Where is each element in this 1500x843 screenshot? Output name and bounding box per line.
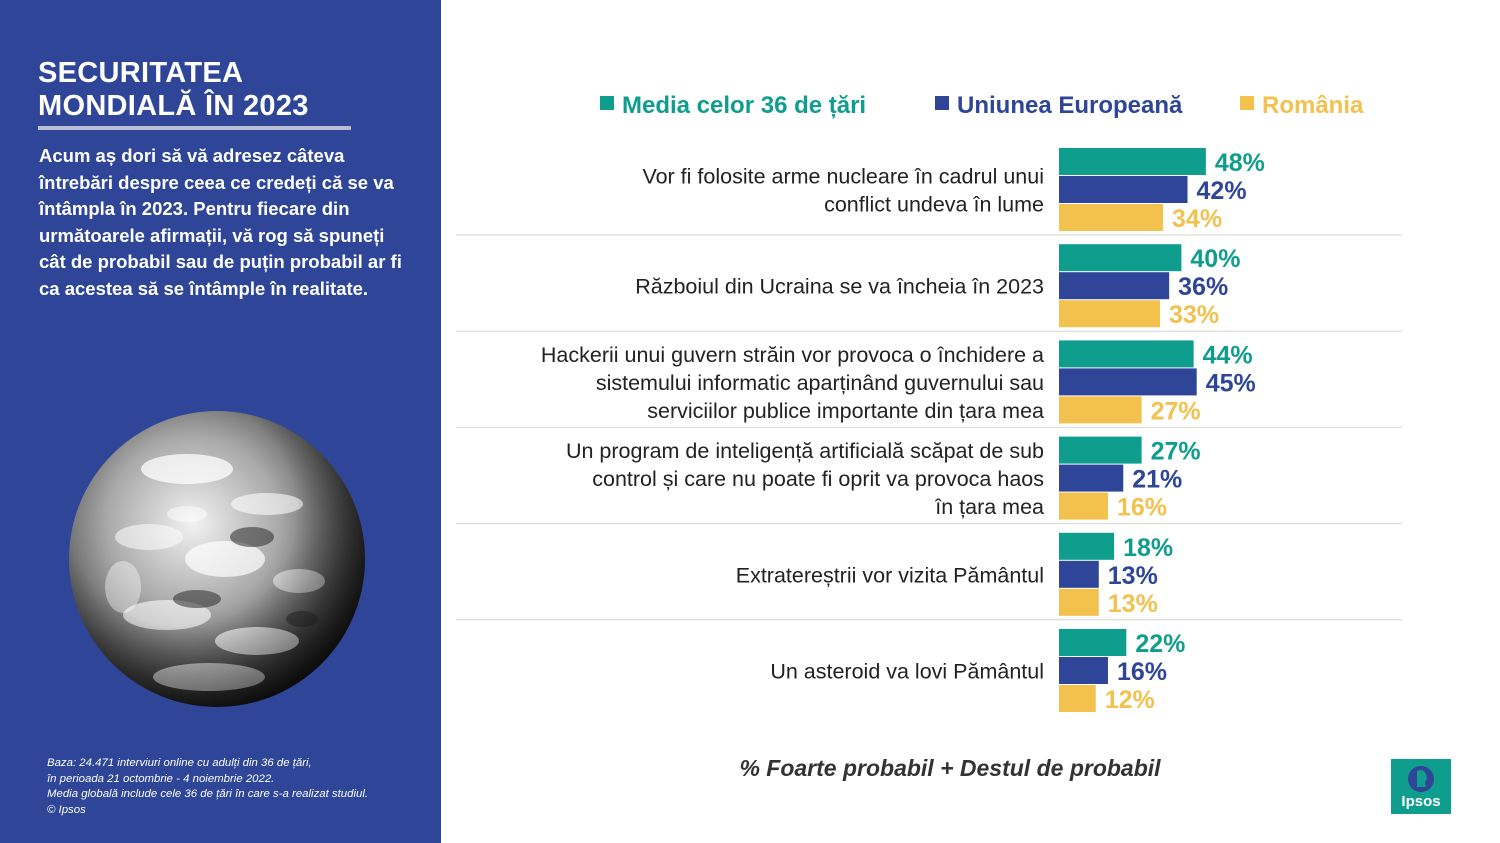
- title-line-2: MONDIALĂ ÎN 2023: [38, 90, 309, 122]
- footnote-line: în perioada 21 octombrie - 4 noiembrie 2…: [47, 772, 275, 785]
- data-label: 22%: [1135, 630, 1185, 658]
- sidebar-panel: SECURITATEA MONDIALĂ ÎN 2023 Acum aș dor…: [0, 0, 441, 843]
- data-label: 36%: [1178, 273, 1228, 301]
- bar: [1059, 560, 1099, 588]
- bar: [1059, 244, 1182, 272]
- footnote-line: © Ipsos: [47, 803, 86, 816]
- data-label: 42%: [1197, 177, 1247, 205]
- bar: [1059, 272, 1170, 300]
- bar: [1059, 368, 1197, 396]
- bar: [1059, 588, 1099, 616]
- data-label: 40%: [1190, 245, 1240, 273]
- data-label: 34%: [1172, 205, 1222, 233]
- data-label: 13%: [1108, 590, 1158, 618]
- data-label: 48%: [1215, 149, 1265, 177]
- title-divider: [38, 126, 351, 130]
- data-label: 16%: [1117, 658, 1167, 686]
- earth-globe-image: [69, 411, 365, 707]
- logo-head-icon: [1408, 766, 1434, 792]
- data-label: 27%: [1151, 397, 1201, 425]
- legend-label: Media celor 36 de țări: [622, 92, 866, 119]
- logo-text: Ipsos: [1401, 793, 1441, 810]
- bar: [1059, 685, 1096, 712]
- legend-swatch: [935, 96, 949, 110]
- data-label: 45%: [1206, 369, 1256, 397]
- bar: [1059, 396, 1142, 424]
- data-label: 44%: [1203, 341, 1253, 369]
- bar: [1059, 532, 1115, 560]
- category-label: Extratereștrii vor vizita Pământul: [736, 563, 1044, 587]
- bar-chart: Media celor 36 de țări Uniunea Europeană R…: [456, 92, 1402, 714]
- bar: [1059, 340, 1194, 368]
- legend-swatch: [600, 96, 614, 110]
- data-label: 27%: [1151, 438, 1201, 466]
- category-label: Vor fi folosite arme nucleare în cadrul …: [642, 165, 1044, 217]
- category-label: Un program de inteligență artificială sc…: [566, 439, 1044, 519]
- data-label: 16%: [1117, 494, 1167, 522]
- data-label: 13%: [1108, 562, 1158, 590]
- bar: [1059, 657, 1108, 684]
- data-label: 21%: [1132, 466, 1182, 494]
- data-label: 33%: [1169, 301, 1219, 329]
- source-footnote: Baza: 24.471 interviuri online cu adulți…: [47, 756, 427, 818]
- legend-label: Uniunea Europeană: [957, 92, 1183, 119]
- bar: [1059, 176, 1188, 203]
- footnote-line: Baza: 24.471 interviuri online cu adulți…: [47, 757, 312, 769]
- chart-caption: % Foarte probabil + Destul de probabil: [739, 755, 1161, 781]
- legend-swatch: [1240, 96, 1254, 110]
- category-label: Hackerii unui guvern străin vor provoca …: [541, 343, 1044, 423]
- data-label: 18%: [1123, 534, 1173, 562]
- bar: [1059, 204, 1164, 231]
- data-label: 12%: [1105, 686, 1155, 714]
- bar: [1059, 464, 1124, 492]
- category-label: Un asteroid va lovi Pământul: [770, 660, 1044, 684]
- bar: [1059, 148, 1206, 175]
- page-title: SECURITATEA MONDIALĂ ÎN 2023: [38, 57, 418, 123]
- title-line-1: SECURITATEA: [38, 57, 244, 89]
- footnote-line: Media globală include cele 36 de țări în…: [47, 788, 369, 800]
- intro-text: Acum aș dori să vă adresez câteva întreb…: [39, 145, 402, 299]
- legend-label: România: [1262, 92, 1364, 119]
- bar: [1059, 436, 1142, 464]
- bar: [1059, 629, 1127, 656]
- ipsos-logo: Ipsos: [1391, 759, 1451, 814]
- bar: [1059, 300, 1160, 328]
- category-label: Războiul din Ucraina se va încheia în 20…: [635, 275, 1044, 299]
- bar: [1059, 492, 1108, 520]
